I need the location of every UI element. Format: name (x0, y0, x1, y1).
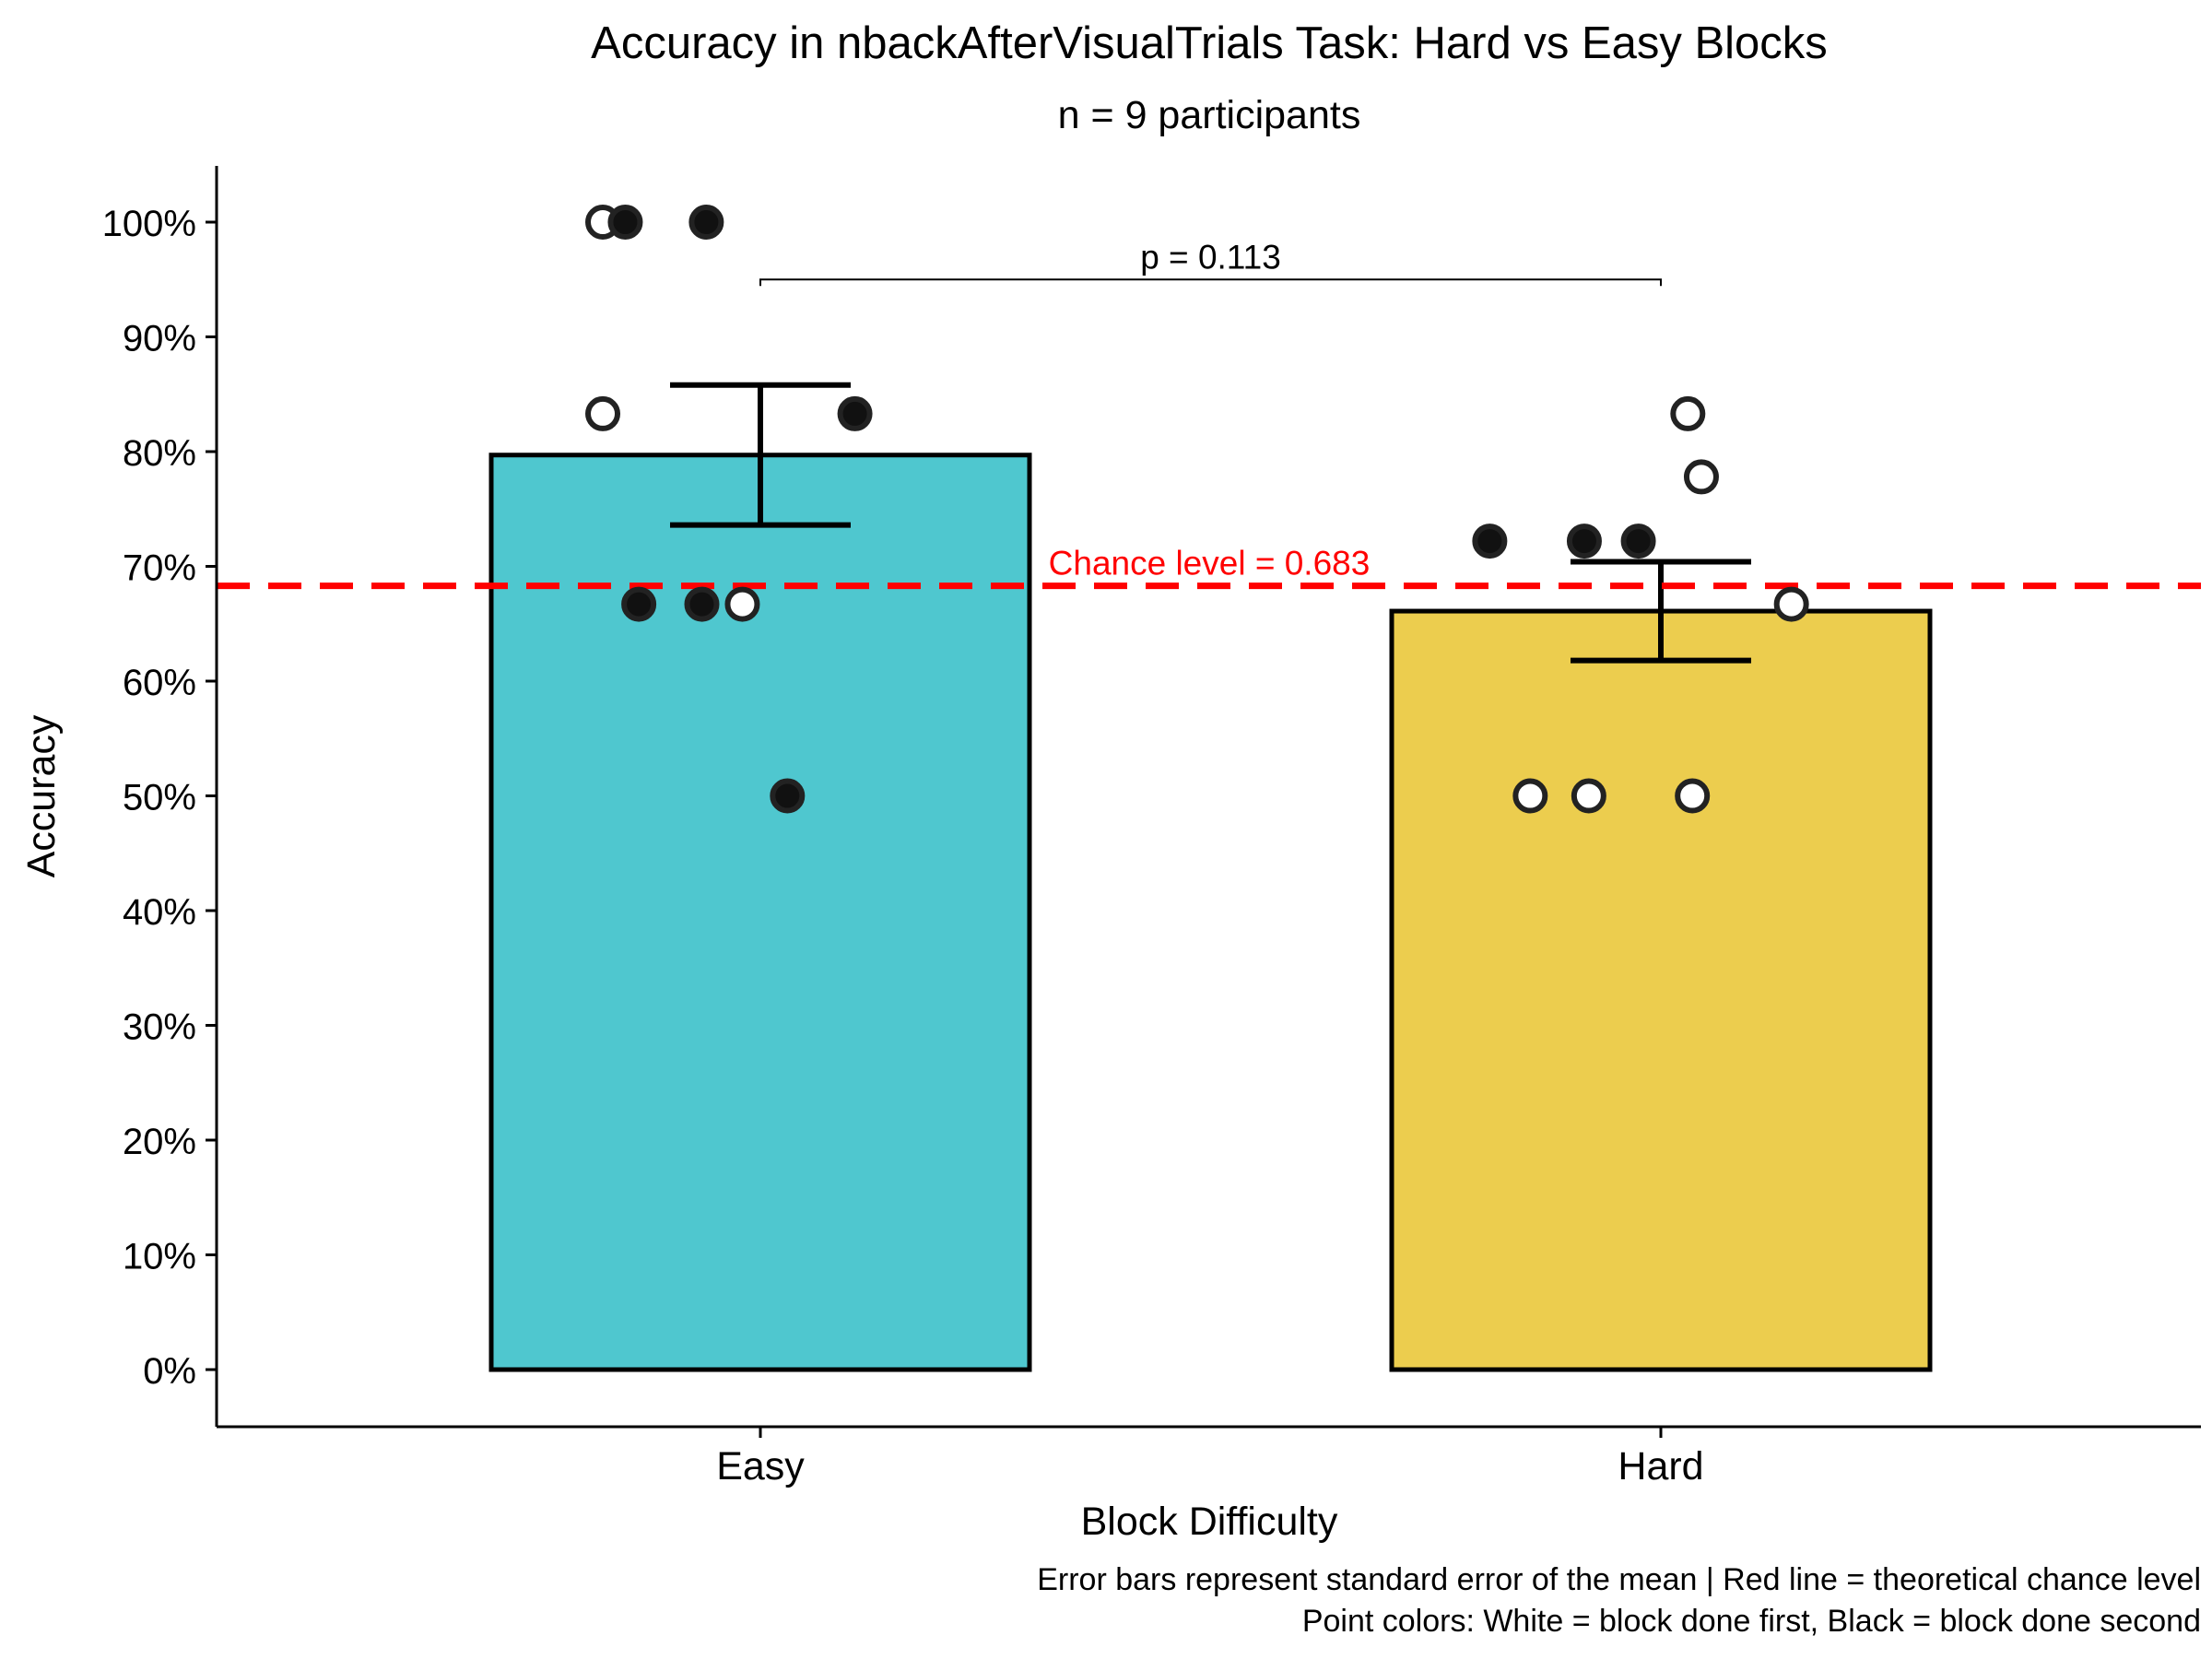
error-bar-easy (670, 382, 851, 528)
data-point-easy-second (621, 586, 657, 622)
plot-area: Chance level = 0.683 p = 0.113 (217, 205, 2201, 1372)
data-point-hard-first (1675, 778, 1711, 814)
y-tick-label: 100% (102, 204, 196, 244)
data-point-hard-second (1472, 524, 1508, 559)
data-point-hard-first (1512, 778, 1548, 814)
data-point-hard-first (1571, 778, 1606, 814)
bar-hard (1389, 608, 1933, 1372)
y-tick-label: 70% (123, 548, 196, 589)
caption-line-1: Error bars represent standard error of t… (1037, 1562, 2201, 1597)
data-point-easy-second (770, 778, 806, 814)
data-point-hard-second (1566, 524, 1602, 559)
y-tick-label: 60% (123, 663, 196, 703)
data-point-hard-second (1620, 524, 1656, 559)
x-tick-label: Easy (716, 1444, 805, 1488)
y-tick-label: 50% (123, 778, 196, 818)
y-axis-label: Accuracy (19, 714, 64, 877)
significance-bracket: p = 0.113 (759, 238, 1662, 287)
y-axis-ticks: 0% 10% 20% 30% 40% 50% 60% 70% 80% 90% 100% (102, 204, 217, 1392)
chart-subtitle: n = 9 participants (1058, 93, 1361, 137)
bar-easy (488, 453, 1032, 1372)
y-tick-label: 20% (123, 1122, 196, 1162)
x-tick-label: Hard (1618, 1444, 1703, 1488)
data-point-hard-first (1683, 459, 1719, 495)
data-point-easy-first (724, 586, 760, 622)
data-point-easy-second (837, 395, 873, 431)
y-tick-label: 80% (123, 433, 196, 474)
data-point-hard-first (1773, 586, 1809, 622)
y-tick-label: 40% (123, 892, 196, 933)
chart-title: Accuracy in nbackAfterVisualTrials Task:… (591, 18, 1828, 68)
significance-bracket-line (759, 278, 1662, 287)
data-point-easy-second (688, 205, 724, 240)
y-tick-label: 90% (123, 319, 196, 359)
data-point-easy-first (585, 395, 621, 431)
y-tick-label: 0% (143, 1351, 196, 1392)
x-axis-ticks: Easy Hard (716, 1427, 1704, 1488)
significance-label: p = 0.113 (1140, 238, 1281, 276)
data-point-hard-first (1670, 395, 1706, 431)
caption-line-2: Point colors: White = block done first, … (1302, 1604, 2201, 1639)
data-point-easy-second (607, 205, 643, 240)
y-tick-label: 10% (123, 1237, 196, 1277)
x-axis-label: Block Difficulty (1081, 1500, 1338, 1544)
chance-level-label: Chance level = 0.683 (1049, 545, 1371, 582)
data-point-easy-second (684, 586, 720, 622)
y-tick-label: 30% (123, 1007, 196, 1048)
error-bar-hard (1571, 559, 1751, 664)
